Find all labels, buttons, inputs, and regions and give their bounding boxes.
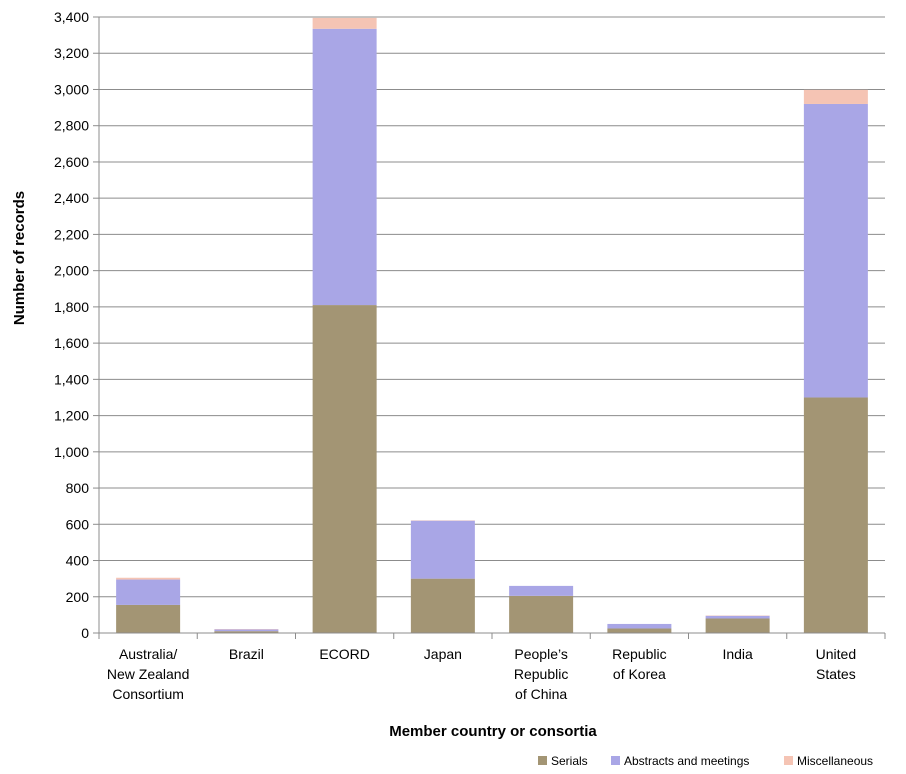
bar-abstracts-and-meetings <box>214 629 279 632</box>
x-tick-label: People’s Republic of China <box>514 646 568 702</box>
x-tick-label: India <box>722 646 753 662</box>
bar-serials <box>312 305 377 633</box>
y-tick-label: 1,600 <box>54 335 89 351</box>
x-tick-label: Japan <box>424 646 462 662</box>
y-tick-label: 400 <box>66 553 90 569</box>
x-axis-title: Member country or consortia <box>389 723 597 740</box>
bars <box>116 17 868 633</box>
legend: Serials Abstracts and meetings Miscellaneo… <box>538 754 873 768</box>
x-tick-label: Australia/New Zealand Consortium <box>107 646 190 702</box>
bar-miscellaneous <box>116 577 181 580</box>
bar-serials <box>410 578 475 633</box>
legend-swatch <box>784 756 793 765</box>
y-tick-label: 3,200 <box>54 45 89 61</box>
bar-serials <box>509 595 574 633</box>
bar-miscellaneous <box>312 17 377 29</box>
y-tick-label: 2,000 <box>54 263 89 279</box>
bar-serials <box>116 604 181 633</box>
y-tick-label: 0 <box>81 625 89 641</box>
y-tick-label: 3,000 <box>54 81 89 97</box>
y-tick-label: 1,200 <box>54 408 89 424</box>
legend-swatch <box>538 756 547 765</box>
y-tick-labels: 0 200 400 600 800 1,000 1,200 1,400 1,600 1,800 2,… <box>54 9 89 641</box>
y-axis-title: Number of records <box>11 191 28 325</box>
axes <box>98 17 886 639</box>
y-tick-label: 2,600 <box>54 154 89 170</box>
x-tick-label: United States <box>816 646 856 682</box>
bar-abstracts-and-meetings <box>803 103 868 398</box>
legend-label: Abstracts and meetings <box>624 754 749 768</box>
gridlines <box>93 16 885 634</box>
x-tick-labels: Australia/New Zealand Consortium Brazil ECO… <box>107 646 856 702</box>
bar-serials <box>705 618 770 633</box>
y-tick-label: 800 <box>66 480 90 496</box>
y-tick-label: 200 <box>66 589 90 605</box>
bar-abstracts-and-meetings <box>607 623 672 629</box>
bar-serials <box>607 628 672 633</box>
legend-label: Serials <box>551 754 588 768</box>
bar-serials <box>214 631 279 633</box>
y-tick-label: 2,200 <box>54 226 89 242</box>
bar-abstracts-and-meetings <box>312 28 377 306</box>
y-tick-label: 3,400 <box>54 9 89 25</box>
bar-abstracts-and-meetings <box>410 520 475 579</box>
bar-abstracts-and-meetings <box>116 579 181 605</box>
bar-serials <box>803 397 868 633</box>
y-tick-label: 1,000 <box>54 444 89 460</box>
x-tick-label: Republic of Korea <box>612 646 666 682</box>
x-tick-label: ECORD <box>319 646 370 662</box>
x-tick-label: Brazil <box>229 646 264 662</box>
legend-swatch <box>611 756 620 765</box>
bar-abstracts-and-meetings <box>509 585 574 596</box>
y-tick-label: 600 <box>66 516 90 532</box>
y-tick-label: 1,800 <box>54 299 89 315</box>
y-tick-label: 1,400 <box>54 371 89 387</box>
bar-miscellaneous <box>803 89 868 104</box>
y-tick-label: 2,800 <box>54 118 89 134</box>
legend-label: Miscellaneous <box>797 754 873 768</box>
y-tick-label: 2,400 <box>54 190 89 206</box>
bar-abstracts-and-meetings <box>705 615 770 619</box>
